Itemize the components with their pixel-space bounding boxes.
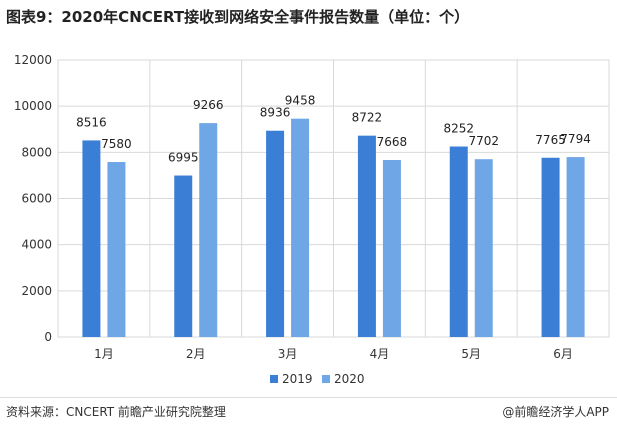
bar-2020-6 xyxy=(566,157,585,337)
data-label: 7794 xyxy=(560,132,591,146)
x-tick-label: 5月 xyxy=(461,347,481,361)
legend: 2019 2020 xyxy=(270,372,365,386)
bar-2019-4 xyxy=(357,135,376,337)
x-tick-label: 1月 xyxy=(94,347,114,361)
bar-2020-1 xyxy=(107,162,126,337)
x-tick-label: 4月 xyxy=(370,347,390,361)
data-label: 6995 xyxy=(168,151,199,165)
y-tick-label: 10000 xyxy=(14,99,52,113)
bar-2020-3 xyxy=(291,118,310,338)
brand-credit: @前瞻经济学人APP xyxy=(502,405,609,419)
data-label: 9266 xyxy=(193,98,224,112)
bar-2020-2 xyxy=(199,123,218,337)
bar-2019-3 xyxy=(266,130,285,337)
bar-2019-6 xyxy=(541,157,560,337)
y-tick-label: 12000 xyxy=(14,53,52,67)
chart-title: 图表9：2020年CNCERT接收到网络安全事件报告数量（单位：个） xyxy=(6,8,470,26)
y-tick-label: 4000 xyxy=(21,238,52,252)
bar-chart: 0 2000 4000 6000 8000 10000 12000 8516 7580 6995… xyxy=(14,53,610,386)
y-tick-label: 0 xyxy=(44,330,52,344)
x-tick-label: 3月 xyxy=(278,347,298,361)
data-label: 7668 xyxy=(377,135,408,149)
data-label: 8516 xyxy=(76,115,107,129)
data-label: 7765 xyxy=(535,133,566,147)
data-label: 7702 xyxy=(468,134,499,148)
x-tick-label: 6月 xyxy=(553,347,573,361)
data-label: 7580 xyxy=(101,137,132,151)
y-axis-ticks: 0 2000 4000 6000 8000 10000 12000 xyxy=(14,53,52,344)
bar-2019-2 xyxy=(174,175,193,337)
legend-label: 2020 xyxy=(334,372,365,386)
y-tick-label: 2000 xyxy=(21,284,52,298)
legend-swatch-2020 xyxy=(322,375,330,383)
x-axis-ticks: 1月 2月 3月 4月 5月 6月 xyxy=(94,347,573,361)
bar-2019-5 xyxy=(449,146,468,337)
data-label: 8722 xyxy=(352,111,383,125)
bar-2020-4 xyxy=(382,159,401,337)
source-note: 资料来源：CNCERT 前瞻产业研究院整理 xyxy=(6,405,226,419)
gridlines xyxy=(57,59,610,338)
legend-swatch-2019 xyxy=(270,375,278,383)
bar-2019-1 xyxy=(82,140,101,337)
y-tick-label: 6000 xyxy=(21,192,52,206)
legend-label: 2019 xyxy=(282,372,313,386)
data-label: 8252 xyxy=(443,122,474,136)
data-label: 9458 xyxy=(285,94,316,108)
x-tick-label: 2月 xyxy=(186,347,206,361)
bar-2020-5 xyxy=(474,159,493,337)
y-tick-label: 8000 xyxy=(21,145,52,159)
bars xyxy=(82,118,585,338)
footer-divider xyxy=(0,397,617,398)
data-label: 8936 xyxy=(260,106,291,120)
